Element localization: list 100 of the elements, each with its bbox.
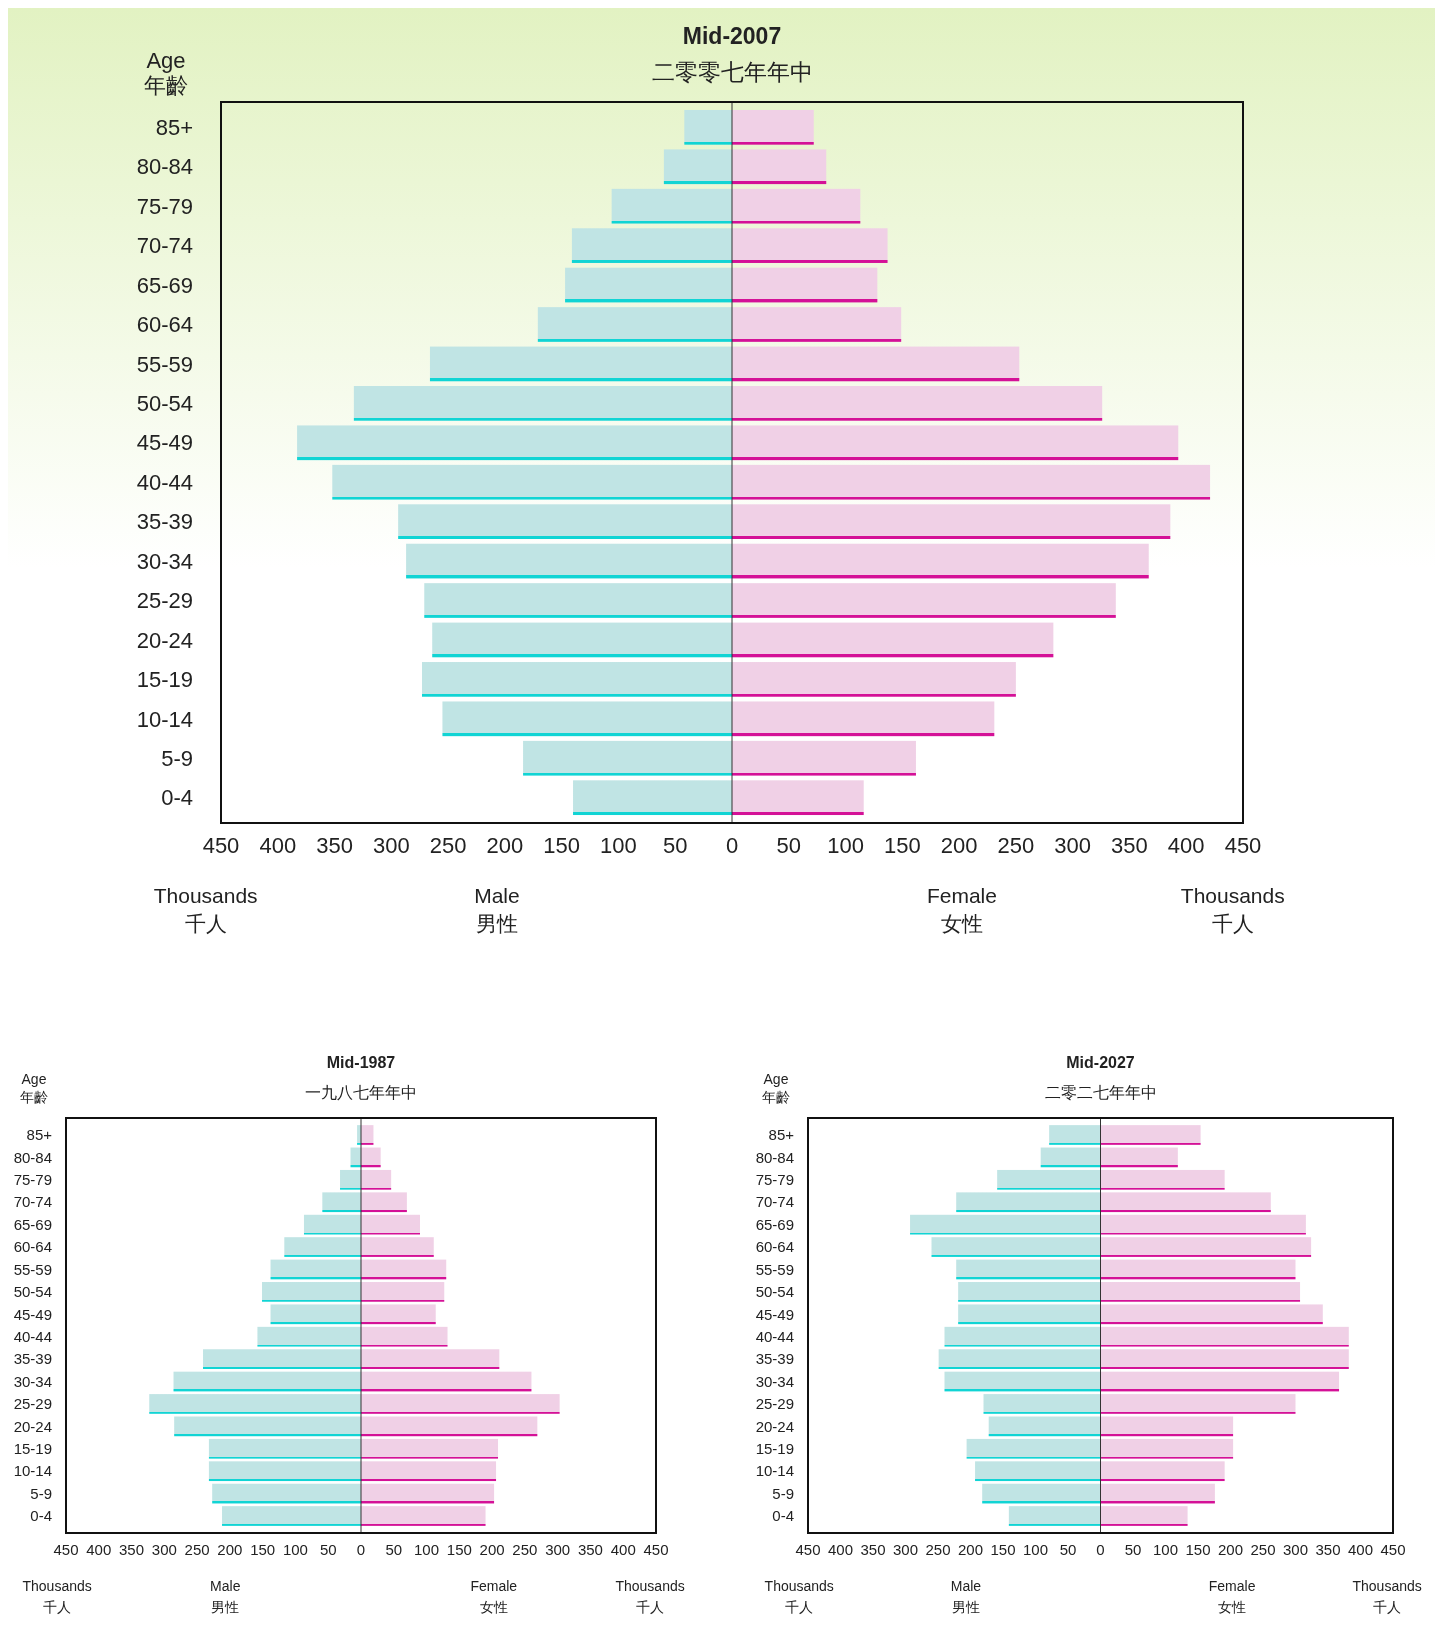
y-tick-label: 70-74 [13, 1193, 52, 1211]
x-tick-label: 200 [940, 833, 978, 858]
x-tick-label: 50 [1124, 1541, 1142, 1558]
y-tick-label: 75-79 [136, 193, 193, 219]
bar [1100, 1237, 1312, 1257]
x-tick-label: 200 [479, 1541, 505, 1558]
bar [956, 1259, 1101, 1280]
y-axis-title: Age 年齡 [20, 1071, 48, 1105]
y-tick-label: 35-39 [13, 1350, 52, 1368]
bar [537, 307, 732, 342]
y-tick-label: 50-54 [136, 391, 193, 417]
text: Thousands 千人 [1180, 884, 1285, 935]
x-tick-label: 50 [385, 1541, 403, 1558]
y-tick-label: 0-4 [161, 785, 193, 811]
bar [1100, 1371, 1340, 1392]
x-tick-label: 100 [414, 1541, 440, 1558]
x-tick-label: 150 [543, 833, 581, 858]
chart-title: Mid-1987 [326, 1054, 396, 1071]
y-tick-label: 85+ [155, 115, 193, 141]
bar [424, 583, 732, 618]
x-tick-label: 200 [486, 833, 524, 858]
bar [1040, 1147, 1101, 1168]
bar [1100, 1147, 1178, 1168]
text: Female 女性 [1208, 1578, 1256, 1615]
bar [938, 1349, 1101, 1369]
x-tick-label: 100 [282, 1541, 308, 1558]
x-tick-label: 350 [119, 1541, 145, 1558]
x-tick-label: 300 [372, 833, 410, 858]
x-tick-label: 150 [990, 1541, 1016, 1558]
bar [1100, 1304, 1323, 1325]
x-tick-label: 350 [1111, 833, 1148, 858]
y-axis-title: Age 年齡 [762, 1071, 790, 1105]
x-tick-label: 100 [600, 833, 637, 858]
bar [361, 1394, 560, 1414]
x-tick-label: 350 [316, 833, 353, 858]
bar [361, 1349, 500, 1369]
y-tick-label: 50-54 [755, 1283, 794, 1301]
bar [523, 740, 732, 776]
bar [684, 109, 732, 145]
bar [732, 267, 878, 303]
bar [732, 583, 1116, 618]
bar [732, 228, 888, 263]
y-tick-label: 5-9 [30, 1484, 52, 1502]
x-tick-label: 450 [1224, 833, 1262, 858]
bar [732, 464, 1211, 500]
bar [361, 1304, 436, 1325]
y-tick-label: 15-19 [755, 1440, 794, 1458]
text: Male 男性 [210, 1578, 241, 1615]
bar [257, 1326, 361, 1347]
x-tick-label: 100 [827, 833, 864, 858]
bar [361, 1169, 392, 1190]
y-tick-label: 30-34 [755, 1372, 794, 1390]
bar [429, 346, 732, 382]
y-tick-label: 35-39 [136, 509, 193, 535]
y-tick-label: 70-74 [136, 233, 193, 259]
x-tick-label: 400 [827, 1541, 854, 1558]
bar [732, 504, 1171, 539]
bar [208, 1461, 361, 1482]
bar [975, 1461, 1101, 1482]
bar [212, 1483, 361, 1504]
bar [966, 1438, 1101, 1459]
x-tick-label: 50 [776, 833, 802, 858]
y-axis-title: Age 年齡 [144, 48, 188, 98]
y-tick-label: 15-19 [13, 1440, 52, 1458]
x-tick-label: 450 [643, 1541, 669, 1558]
bar [340, 1169, 361, 1190]
x-tick-label: 450 [202, 833, 240, 858]
bar [732, 109, 814, 145]
text: Male 男性 [950, 1578, 982, 1615]
bar [361, 1192, 407, 1213]
bar [732, 149, 827, 185]
text: Thousands 千人 [764, 1578, 834, 1615]
x-tick-label: 350 [860, 1541, 886, 1558]
bar [732, 701, 995, 737]
x-tick-label: 250 [184, 1541, 210, 1558]
x-tick-label: 0 [725, 833, 739, 858]
bar [361, 1483, 495, 1504]
y-tick-label: 30-34 [136, 548, 193, 574]
bar [997, 1169, 1101, 1190]
x-tick-label: 450 [795, 1541, 821, 1558]
y-tick-label: 45-49 [13, 1305, 52, 1323]
y-tick-label: 5-9 [161, 745, 193, 771]
y-tick-label: 25-29 [755, 1395, 794, 1413]
y-tick-label: 20-24 [755, 1417, 794, 1435]
bar [203, 1349, 361, 1369]
bar [732, 386, 1103, 421]
chart-subtitle: 二零零七年年中 [651, 59, 813, 85]
bar [982, 1483, 1101, 1504]
y-tick-label: 60-64 [136, 312, 193, 338]
bar [958, 1304, 1101, 1325]
x-tick-label: 200 [1217, 1541, 1244, 1558]
y-tick-label: 20-24 [136, 627, 193, 653]
x-tick-label: 400 [259, 833, 297, 858]
bar [1100, 1169, 1225, 1190]
bar [988, 1416, 1101, 1437]
chart-subtitle: 一九八七年年中 [305, 1084, 417, 1101]
y-tick-label: 80-84 [755, 1148, 794, 1166]
bar [406, 543, 732, 579]
bar [442, 701, 732, 737]
y-tick-label: 10-14 [13, 1462, 52, 1480]
